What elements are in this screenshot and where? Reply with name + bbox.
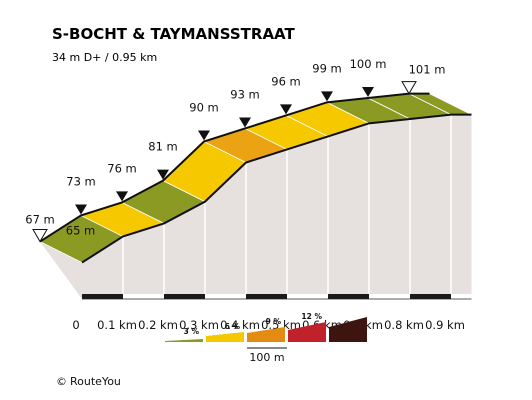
legend-label: 6 %: [225, 322, 241, 331]
legend-label: 12 %: [301, 312, 322, 321]
start-marker: [32, 229, 48, 243]
legend-swatch: [288, 322, 326, 342]
elevation-label: 96 m: [271, 74, 301, 88]
base-segment: [123, 294, 164, 299]
elevation-marker: [280, 104, 292, 115]
copyright-symbol: ©: [56, 375, 67, 388]
elevation-marker: [116, 191, 128, 202]
base-segment: [246, 294, 287, 299]
profile-front-edge: [81, 113, 472, 264]
elevation-label: 90 m: [189, 101, 219, 115]
elevation-markers: 67 m 65 m 73 m 76 m 81 m 90 m 93 m 96 m 99 m 100 …: [25, 57, 446, 243]
x-tick-label: 0.9 km: [425, 318, 465, 332]
base-segment: [410, 294, 451, 299]
chart-title: S-BOCHT & TAYMANSSTRAAT: [52, 25, 295, 43]
base-segment: [369, 294, 410, 299]
elevation-label: 81 m: [148, 140, 178, 154]
base-segment: [164, 294, 205, 299]
elevation-label: 67 m: [25, 213, 55, 227]
x-tick-label: 0.5 km: [261, 318, 301, 332]
x-tick-label: 0.4 km: [220, 318, 260, 332]
elevation-label: 65 m: [66, 223, 96, 237]
elevation-marker: [75, 204, 87, 215]
legend-swatch: [329, 317, 367, 342]
x-tick-label: 0.1 km: [97, 318, 137, 332]
profile-surface: [39, 92, 472, 300]
base-segment: [451, 294, 472, 299]
legend-swatch: [206, 332, 244, 342]
legend-label: 3 %: [184, 327, 200, 336]
elevation-label: 100 m: [350, 57, 387, 71]
legend-swatch: [165, 339, 203, 342]
elevation-label: 73 m: [66, 174, 96, 188]
elevation-label: 93 m: [230, 87, 260, 101]
legend-swatch: [247, 327, 285, 342]
base-segment: [205, 294, 246, 299]
credit-text: RouteYou: [70, 375, 121, 388]
elevation-marker: [362, 87, 374, 97]
base-segment: [82, 294, 123, 299]
base-segment: [328, 294, 369, 299]
end-marker: [401, 81, 417, 95]
scale-label: 100 m: [249, 351, 284, 364]
profile-side-face: [82, 114, 472, 300]
gradient-legend: 3 % 6 % 9 % 12 %: [165, 312, 367, 342]
x-tick-label: 0.3 km: [179, 318, 219, 332]
elevation-label: 101 m: [409, 63, 446, 77]
x-tick-label: 0.2 km: [138, 318, 178, 332]
x-tick-label: 0.8 km: [384, 318, 424, 332]
x-tick-label: 0: [72, 318, 79, 332]
base-segment: [287, 294, 328, 299]
legend-label: 9 %: [266, 317, 282, 326]
elevation-marker: [157, 169, 169, 180]
elevation-label: 76 m: [107, 161, 137, 175]
elevation-label: 99 m: [312, 61, 342, 75]
elevation-marker: [198, 130, 210, 141]
elevation-marker: [321, 91, 333, 102]
profile-back-edge: [39, 92, 430, 243]
chart-subtitle: 34 m D+ / 0.95 km: [52, 51, 157, 64]
elevation-marker: [239, 117, 251, 128]
profile-left-wedge: [40, 241, 82, 299]
